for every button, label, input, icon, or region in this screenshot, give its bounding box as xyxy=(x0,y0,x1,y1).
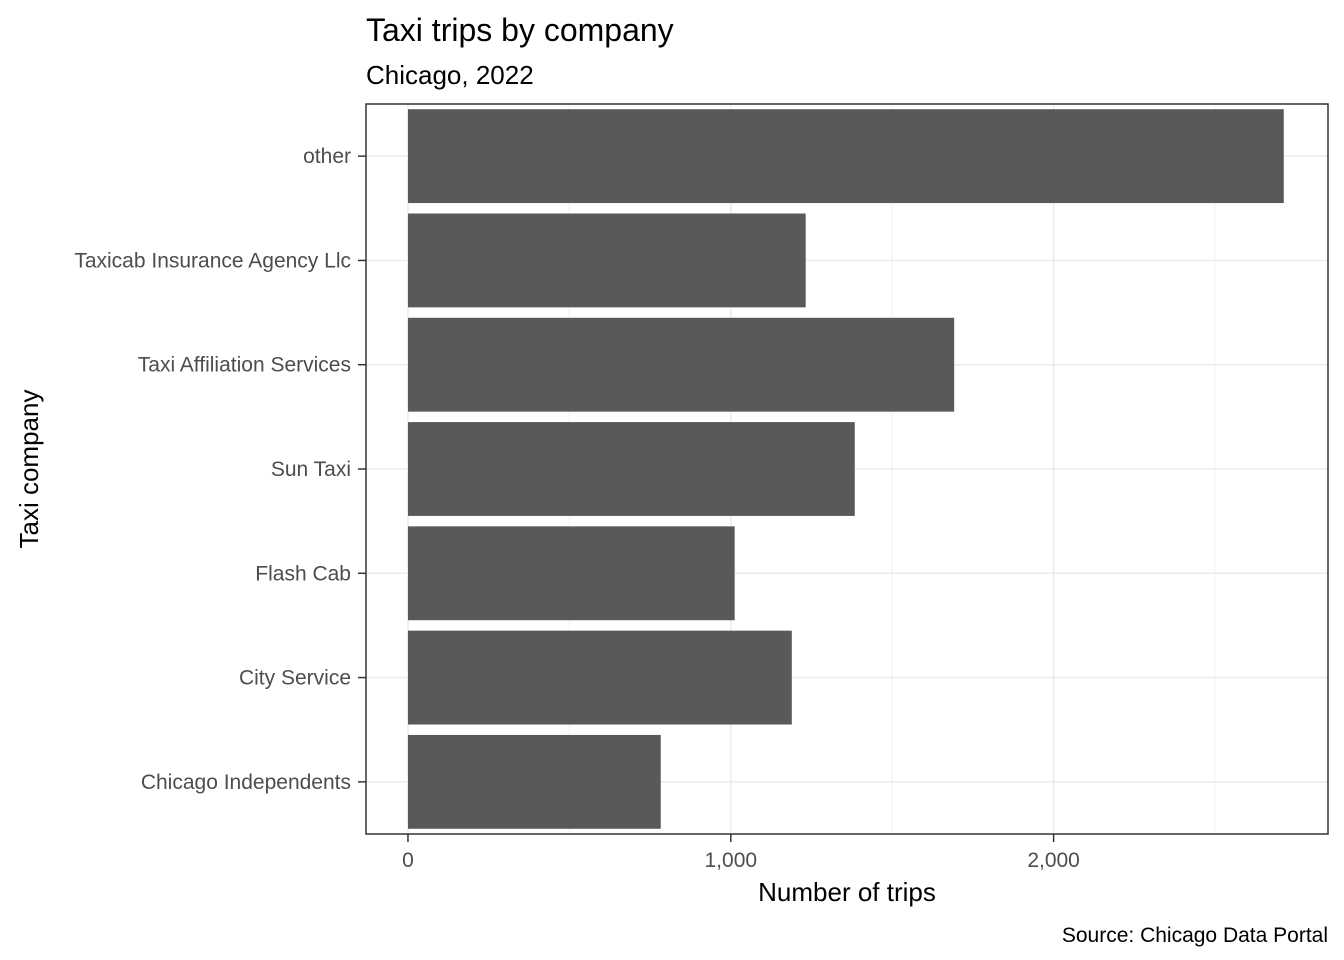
y-tick-label: Taxi Affiliation Services xyxy=(138,354,351,377)
chart-caption: Source: Chicago Data Portal xyxy=(1062,924,1328,947)
chart-title: Taxi trips by company xyxy=(366,12,674,48)
x-tick-label: 1,000 xyxy=(705,849,758,872)
y-axis: other Taxicab Insurance Agency Llc Taxi Af… xyxy=(74,145,366,794)
x-tick-label: 0 xyxy=(402,849,414,872)
y-tick-label: other xyxy=(303,145,351,168)
x-tick-label: 2,000 xyxy=(1027,849,1080,872)
bar xyxy=(407,526,735,621)
chart-subtitle: Chicago, 2022 xyxy=(366,60,534,90)
bar xyxy=(407,734,661,829)
bar xyxy=(407,213,806,308)
bar xyxy=(407,422,855,516)
y-tick-label: City Service xyxy=(239,667,351,690)
y-tick-label: Chicago Independents xyxy=(141,771,351,794)
x-axis-title: Number of trips xyxy=(758,877,936,907)
bar xyxy=(407,109,1284,204)
y-tick-label: Taxicab Insurance Agency Llc xyxy=(74,249,351,272)
bars xyxy=(407,109,1284,829)
x-axis: 0 1,000 2,000 xyxy=(402,834,1080,872)
y-tick-label: Sun Taxi xyxy=(271,458,351,481)
bar xyxy=(407,317,955,412)
y-axis-title: Taxi company xyxy=(14,390,44,549)
bar xyxy=(407,630,792,725)
plot-panel xyxy=(365,103,1329,835)
y-tick-label: Flash Cab xyxy=(255,562,351,585)
